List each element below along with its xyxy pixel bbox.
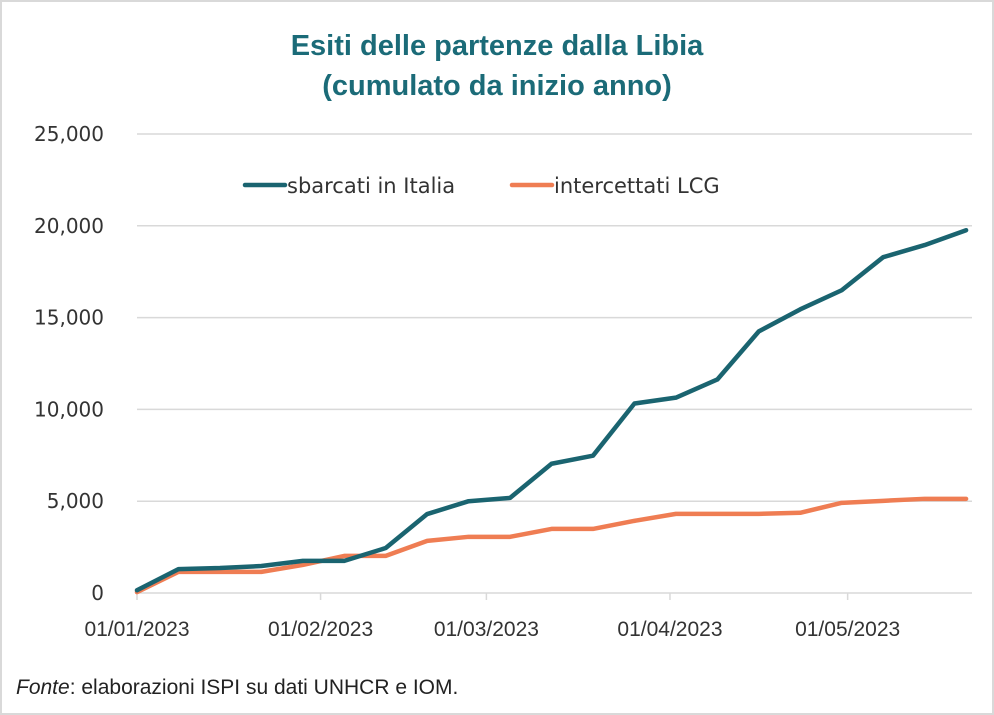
y-tick-label: 25,000 bbox=[34, 122, 104, 146]
legend-label: sbarcati in Italia bbox=[287, 174, 455, 198]
y-tick-label: 20,000 bbox=[34, 214, 104, 238]
series-line-sbarcati-in-italia bbox=[134, 227, 969, 593]
y-axis-ticks: 0 5,000 10,000 15,000 20,000 25,000 bbox=[34, 122, 104, 605]
x-tick-label: 01/02/2023 bbox=[268, 618, 373, 641]
y-tick-label: 15,000 bbox=[34, 306, 104, 330]
y-tick-label: 0 bbox=[91, 581, 104, 605]
legend-label: intercettati LCG bbox=[554, 174, 720, 198]
x-tick-label: 01/01/2023 bbox=[84, 618, 189, 641]
y-tick-label: 5,000 bbox=[47, 489, 104, 513]
x-tick-label: 01/04/2023 bbox=[617, 618, 722, 641]
y-tick-label: 10,000 bbox=[34, 397, 104, 421]
chart-title-block: Esiti delle partenze dalla Libia (cumula… bbox=[0, 26, 994, 106]
legend: sbarcati in Italia intercettati LCG bbox=[242, 174, 720, 198]
gridlines bbox=[137, 133, 972, 502]
x-axis: 01/01/2023 01/02/2023 01/03/2023 01/04/2023… bbox=[84, 592, 972, 641]
x-tick-label: 01/03/2023 bbox=[434, 618, 539, 641]
source-text: : elaborazioni ISPI su dati UNHCR e IOM. bbox=[69, 676, 459, 699]
chart-subtitle: (cumulato da inizio anno) bbox=[322, 70, 672, 102]
series-lines bbox=[134, 227, 969, 595]
source-prefix: Fonte bbox=[16, 676, 70, 699]
source-note: Fonte: elaborazioni ISPI su dati UNHCR e… bbox=[16, 676, 458, 700]
series-line-intercettati-lcg bbox=[134, 496, 969, 595]
chart-title: Esiti delle partenze dalla Libia bbox=[290, 30, 704, 62]
x-tick-label: 01/05/2023 bbox=[795, 618, 900, 641]
